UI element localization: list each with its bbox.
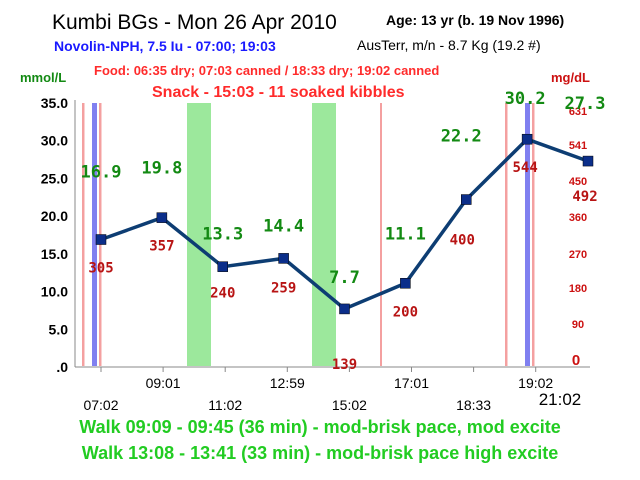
mgdl-value-label: 544: [512, 160, 537, 176]
mmol-value-label: 16.9: [81, 163, 122, 183]
mgdl-value-label: 240: [210, 286, 235, 302]
food-line-0635: [82, 103, 85, 366]
insulin-text: Novolin-NPH, 7.5 Iu - 07:00; 19:03: [54, 38, 276, 54]
mmol-value-label: 11.1: [385, 224, 426, 244]
chart-title: Kumbi BGs - Mon 26 Apr 2010: [52, 11, 337, 34]
mmol-value-label: 27.3: [565, 94, 606, 114]
age-text: Age: 13 yr (b. 19 Nov 1996): [386, 12, 564, 28]
x-tick-label: 11:02: [208, 397, 242, 413]
data-point: [339, 303, 350, 315]
mgdl-value-label: 357: [149, 239, 174, 255]
data-point: [400, 278, 411, 289]
mmol-value-label: 7.7: [329, 268, 360, 288]
y-tick-label: 30.0: [41, 133, 68, 149]
snack-text: Snack - 15:03 - 11 soaked kibbles: [152, 84, 405, 101]
data-point: [278, 253, 289, 264]
weight-text: AusTerr, m/n - 8.7 Kg (19.2 #): [357, 37, 541, 53]
walk-note-2: Walk 13:08 - 13:41 (33 min) - mod-brisk …: [82, 443, 559, 463]
data-point: [217, 261, 228, 272]
x-tick-label: 09:01: [146, 375, 181, 391]
y-tick-label: .0: [56, 359, 68, 375]
y-tick-label: 15.0: [41, 246, 68, 262]
x-tick-label: 19:02: [518, 375, 553, 391]
walk-band-1: [187, 103, 211, 366]
y-tick-label: 5.0: [49, 321, 69, 337]
mgdl-value-label: 305: [88, 261, 113, 277]
right-tick-label: 0: [572, 352, 580, 369]
walk-note-1: Walk 09:09 - 09:45 (36 min) - mod-brisk …: [79, 417, 561, 437]
insulin-line-1903: [525, 103, 530, 366]
y-tick-label: 20.0: [41, 208, 68, 224]
right-tick-label: 450: [569, 176, 587, 188]
y-tick-label: 10.0: [41, 284, 68, 300]
y-tick-label: 25.0: [41, 170, 68, 186]
walk-band-2: [312, 103, 336, 366]
mmol-value-label: 30.2: [505, 89, 546, 109]
right-tick-label: 90: [572, 319, 584, 331]
y-unit-right: mg/dL: [551, 70, 590, 85]
mgdl-value-label: 200: [393, 304, 418, 320]
food-text: Food: 06:35 dry; 07:03 canned / 18:33 dr…: [94, 63, 439, 78]
mmol-value-label: 22.2: [441, 127, 482, 147]
food-line-1833: [505, 103, 508, 366]
x-tick-label: 15:02: [332, 397, 367, 413]
data-point: [95, 234, 107, 245]
food-line-1902: [532, 103, 535, 366]
mgdl-value-label: 400: [450, 233, 475, 249]
mmol-value-label: 14.4: [263, 216, 304, 236]
right-tick-label: 541: [569, 140, 587, 152]
right-tick-label: 631: [569, 106, 587, 118]
mmol-value-label: 13.3: [202, 225, 243, 245]
data-point: [521, 133, 533, 145]
x-tick-label: 07:02: [83, 397, 118, 413]
data-point: [461, 194, 472, 205]
mgdl-value-label: 259: [271, 280, 296, 296]
x-tick-label: 18:33: [456, 397, 491, 413]
snack-line-1503: [380, 103, 382, 366]
x-tick-label: 17:01: [394, 375, 429, 391]
mgdl-value-label: 139: [332, 357, 357, 373]
mmol-value-label: 19.8: [141, 159, 182, 179]
right-tick-label: 270: [569, 249, 587, 261]
data-point: [156, 212, 168, 223]
y-tick-label: 35.0: [41, 95, 68, 111]
x-tick-label: 12:59: [270, 375, 305, 391]
right-tick-label: 180: [569, 283, 587, 295]
mgdl-value-label: 492: [572, 189, 597, 205]
data-point: [582, 155, 594, 167]
right-tick-label: 360: [569, 212, 587, 224]
insulin-line-0700: [92, 103, 97, 366]
y-unit-left: mmol/L: [20, 70, 66, 85]
x-tick-last: 21:02: [539, 390, 582, 409]
